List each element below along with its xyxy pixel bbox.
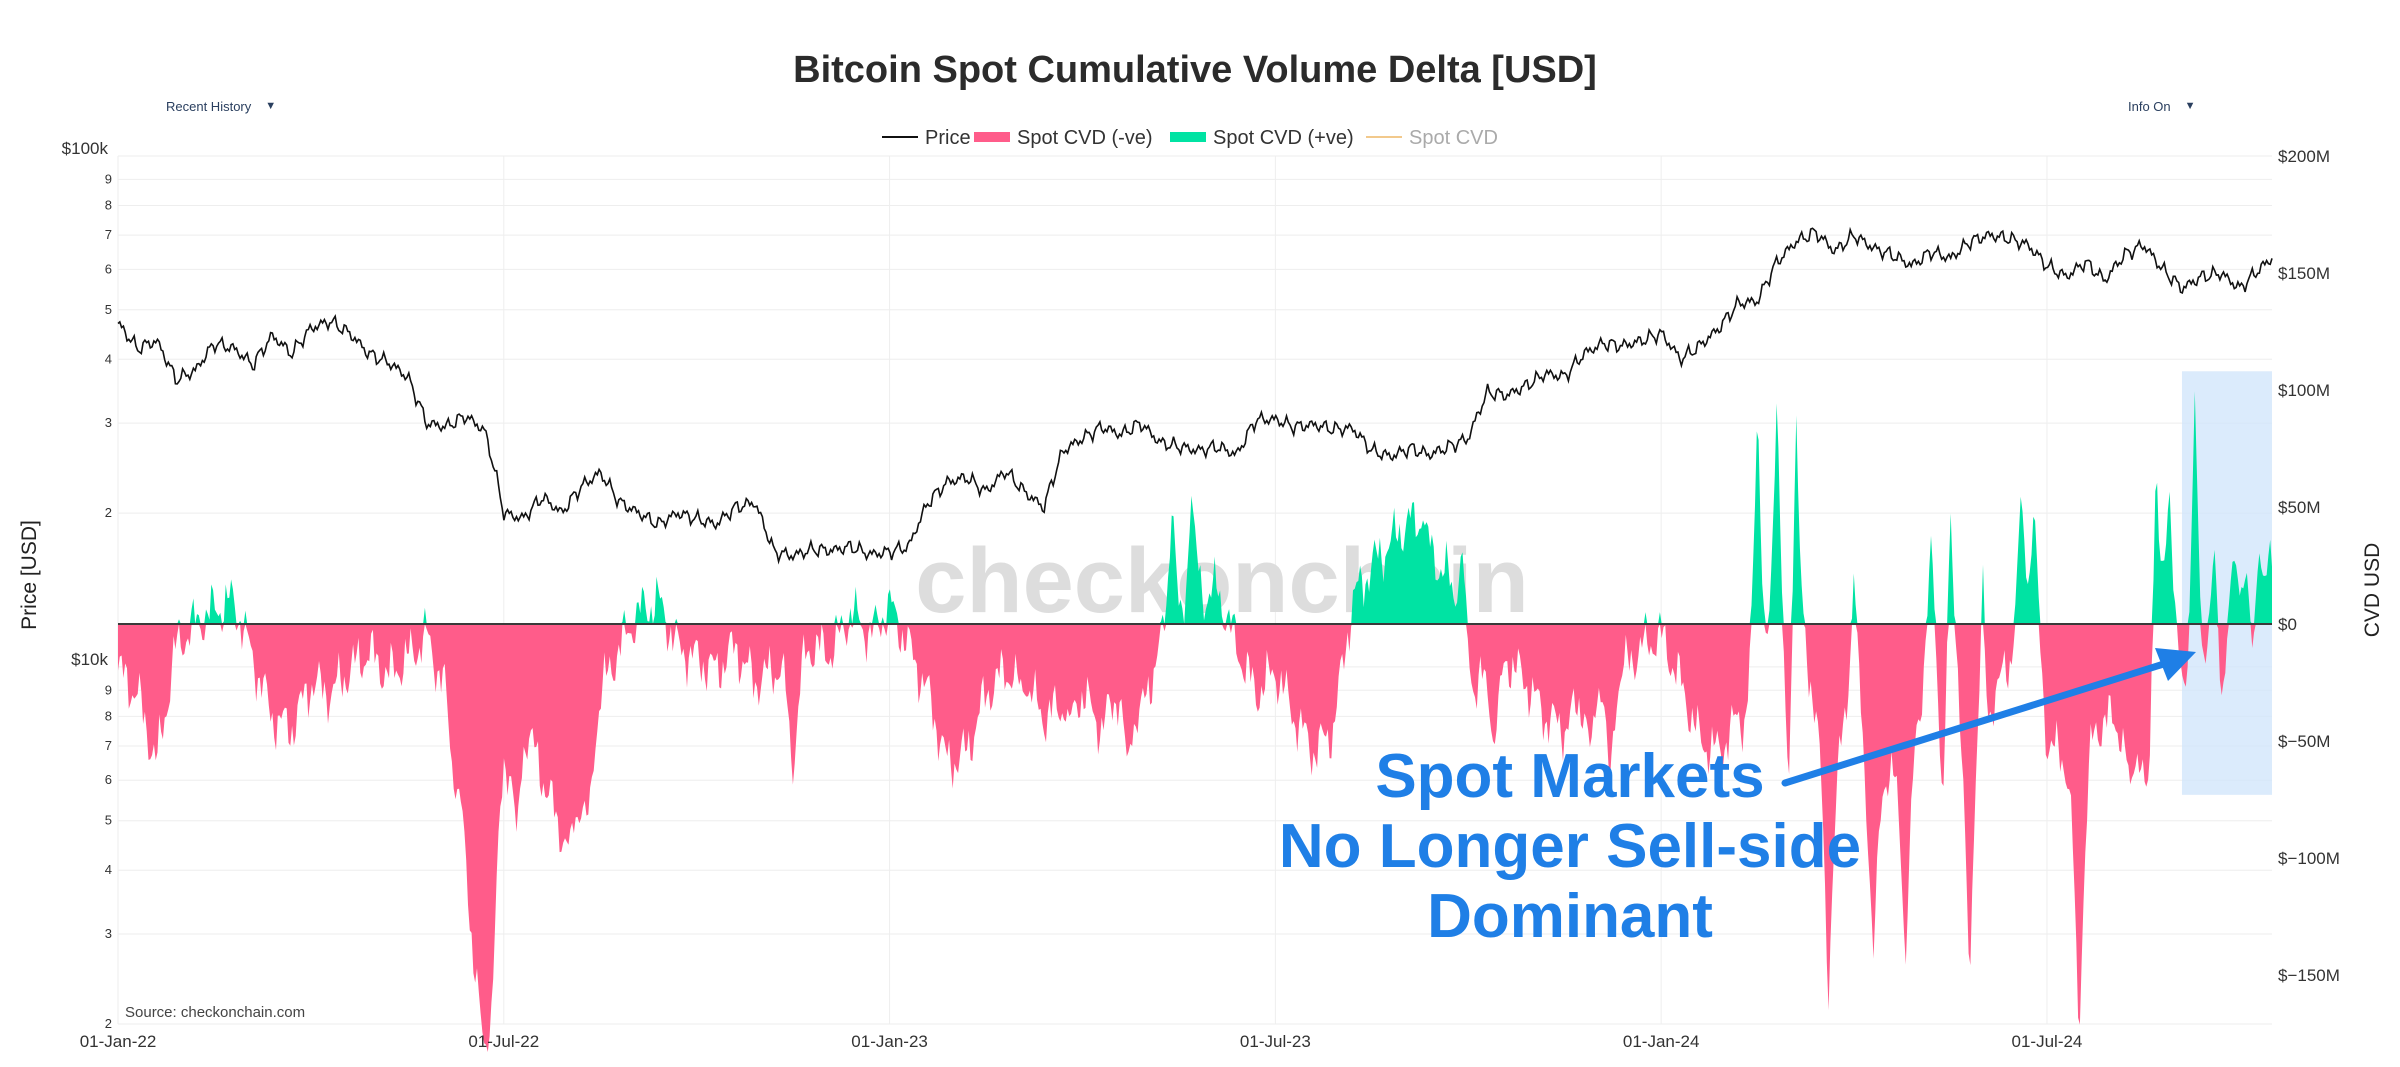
legend-label: Price — [925, 127, 971, 149]
y-tick-label: 7 — [105, 738, 112, 753]
legend-label: Spot CVD — [1409, 127, 1498, 149]
x-axis: 01-Jan-22 01-Jul-22 01-Jan-23 01-Jul-23 01-J… — [80, 1032, 2083, 1051]
legend-label: Spot CVD (-ve) — [1017, 127, 1153, 149]
y-tick-label: $10k — [71, 650, 108, 669]
legend[interactable]: Price Spot CVD (-ve) Spot CVD (+ve) Spot CV… — [882, 127, 1498, 149]
left-axis: 2 3 4 5 6 7 8 9 $10k 2 3 4 5 6 7 8 9 $100k — [62, 139, 112, 1031]
history-dropdown[interactable]: Recent History ▼ — [156, 94, 286, 118]
y-tick-label: 7 — [105, 227, 112, 242]
chart-title: Bitcoin Spot Cumulative Volume Delta [US… — [793, 49, 1597, 91]
info-dropdown[interactable]: Info On ▼ — [2118, 94, 2206, 118]
left-axis-label: Price [USD] — [18, 520, 41, 630]
y-tick-label: 2 — [105, 505, 112, 520]
y2-tick-label: $0 — [2278, 615, 2297, 634]
y-tick-label: 8 — [105, 198, 112, 213]
y-tick-label: 5 — [105, 813, 112, 828]
chevron-down-icon: ▼ — [2184, 100, 2196, 112]
legend-item[interactable]: Spot CVD — [1366, 127, 1498, 149]
y-tick-label: 6 — [105, 261, 112, 276]
y-tick-label: 4 — [105, 351, 112, 366]
right-axis-label: CVD USD — [2361, 543, 2384, 638]
y-tick-label: 9 — [105, 682, 112, 697]
y2-tick-label: $200M — [2278, 147, 2330, 166]
y-tick-label: 3 — [105, 926, 112, 941]
y-tick-label: 6 — [105, 772, 112, 787]
y2-tick-label: $100M — [2278, 381, 2330, 400]
annotation-text: Spot Markets No Longer Sell-side Dominan… — [1250, 742, 1890, 952]
source-label: Source: checkonchain.com — [125, 1004, 305, 1021]
y2-tick-label: $150M — [2278, 264, 2330, 283]
cvd-positive-area — [118, 391, 2272, 624]
y2-tick-label: $−100M — [2278, 849, 2340, 868]
right-axis: $200M$150M$100M$50M$0$−50M$−100M$−150M$−… — [2278, 147, 2340, 985]
annotation-arrow — [1781, 648, 2196, 787]
legend-swatch — [1170, 132, 1206, 142]
y2-tick-label: $50M — [2278, 498, 2321, 517]
y2-tick-label: $−50M — [2278, 732, 2330, 751]
annotation-line: Dominant — [1427, 882, 1713, 951]
y-tick-label: 9 — [105, 171, 112, 186]
annotation-line: No Longer Sell-side — [1278, 812, 1862, 881]
y2-tick-label: $−150M — [2278, 966, 2340, 985]
annotation-line: Spot Markets — [1375, 742, 1765, 811]
legend-item[interactable]: Spot CVD (-ve) — [974, 127, 1153, 149]
history-dropdown-label: Recent History — [166, 98, 252, 114]
legend-label: Spot CVD (+ve) — [1213, 127, 1354, 149]
cvd-negative-area — [118, 624, 2272, 1052]
chevron-down-icon: ▼ — [265, 100, 277, 112]
legend-item[interactable]: Price — [882, 127, 971, 149]
legend-item[interactable]: Spot CVD (+ve) — [1170, 127, 1354, 149]
x-tick-label: 01-Jul-23 — [1240, 1032, 1311, 1051]
y-tick-label: 3 — [105, 415, 112, 430]
y-tick-label: 4 — [105, 862, 112, 877]
y-tick-label: $100k — [62, 139, 109, 158]
price-line — [117, 226, 2273, 565]
info-dropdown-label: Info On — [2128, 98, 2171, 114]
x-tick-label: 01-Jan-24 — [1623, 1032, 1700, 1051]
legend-swatch — [974, 132, 1010, 142]
y-tick-label: 8 — [105, 708, 112, 723]
x-tick-label: 01-Jul-24 — [2012, 1032, 2083, 1051]
x-tick-label: 01-Jan-22 — [80, 1032, 157, 1051]
cvd-area-group — [118, 391, 2272, 1052]
y-tick-label: 2 — [105, 1016, 112, 1031]
y-tick-label: 5 — [105, 302, 112, 317]
x-tick-label: 01-Jan-23 — [851, 1032, 928, 1051]
x-tick-label: 01-Jul-22 — [468, 1032, 539, 1051]
